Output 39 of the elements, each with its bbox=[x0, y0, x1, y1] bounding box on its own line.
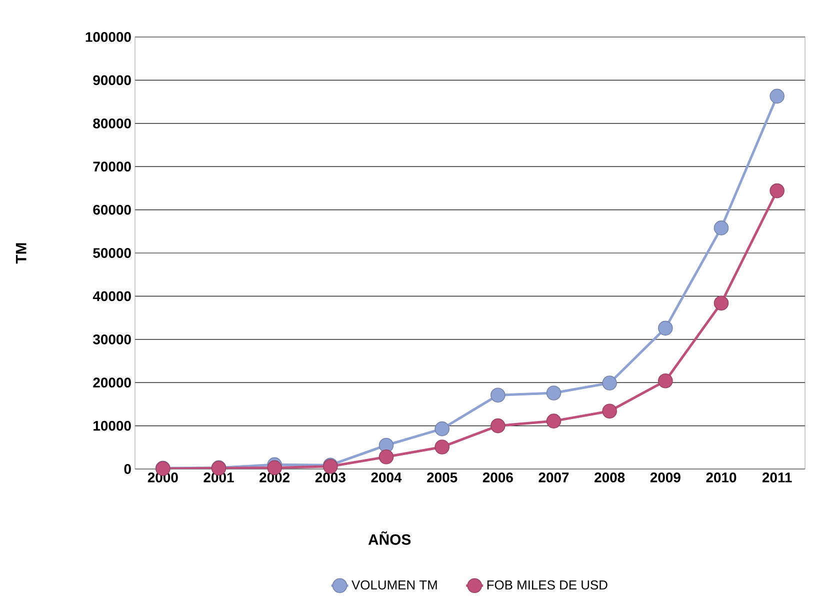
y-tick-label: 90000 bbox=[93, 75, 131, 86]
legend-label: VOLUMEN TM bbox=[352, 580, 437, 590]
point bbox=[546, 414, 562, 428]
point bbox=[546, 386, 562, 400]
y-tick-label: 20000 bbox=[93, 378, 131, 388]
point bbox=[658, 373, 673, 388]
x-tick-label: 2007 bbox=[538, 472, 569, 482]
point bbox=[770, 88, 784, 104]
x-tick-label: 2008 bbox=[594, 472, 625, 482]
x-axis-title: AÑOS bbox=[368, 531, 411, 545]
point bbox=[602, 376, 617, 390]
point bbox=[770, 183, 784, 198]
x-tick-label: 2010 bbox=[706, 472, 736, 482]
x-tick-label: 2005 bbox=[427, 472, 458, 482]
point bbox=[490, 388, 506, 403]
y-tick-label: 30000 bbox=[93, 334, 131, 344]
x-tick-label: 2006 bbox=[482, 472, 513, 482]
y-tick-label: 70000 bbox=[93, 162, 131, 172]
point bbox=[434, 440, 450, 454]
point bbox=[658, 320, 673, 336]
legend-label: FOB MILES DE USD bbox=[487, 580, 608, 590]
point bbox=[714, 296, 729, 311]
x-tick-label: 2011 bbox=[762, 472, 792, 482]
point bbox=[714, 220, 729, 236]
y-tick-label: 100000 bbox=[86, 32, 131, 42]
point bbox=[378, 450, 394, 464]
x-tick-label: 2003 bbox=[315, 472, 346, 482]
point bbox=[602, 404, 617, 419]
y-tick-label: 80000 bbox=[93, 118, 131, 128]
y-tick-label: 0 bbox=[124, 464, 131, 474]
y-tick-label: 40000 bbox=[92, 291, 131, 302]
y-axis-title: TM bbox=[16, 243, 26, 264]
point bbox=[490, 418, 506, 434]
y-tick-label: 10000 bbox=[94, 420, 131, 431]
x-tick-label: 2009 bbox=[650, 472, 680, 482]
y-tick-label: 50000 bbox=[93, 248, 131, 258]
x-tick-label: 2004 bbox=[371, 472, 402, 482]
y-tick-label: 60000 bbox=[93, 204, 131, 215]
point bbox=[434, 421, 450, 436]
